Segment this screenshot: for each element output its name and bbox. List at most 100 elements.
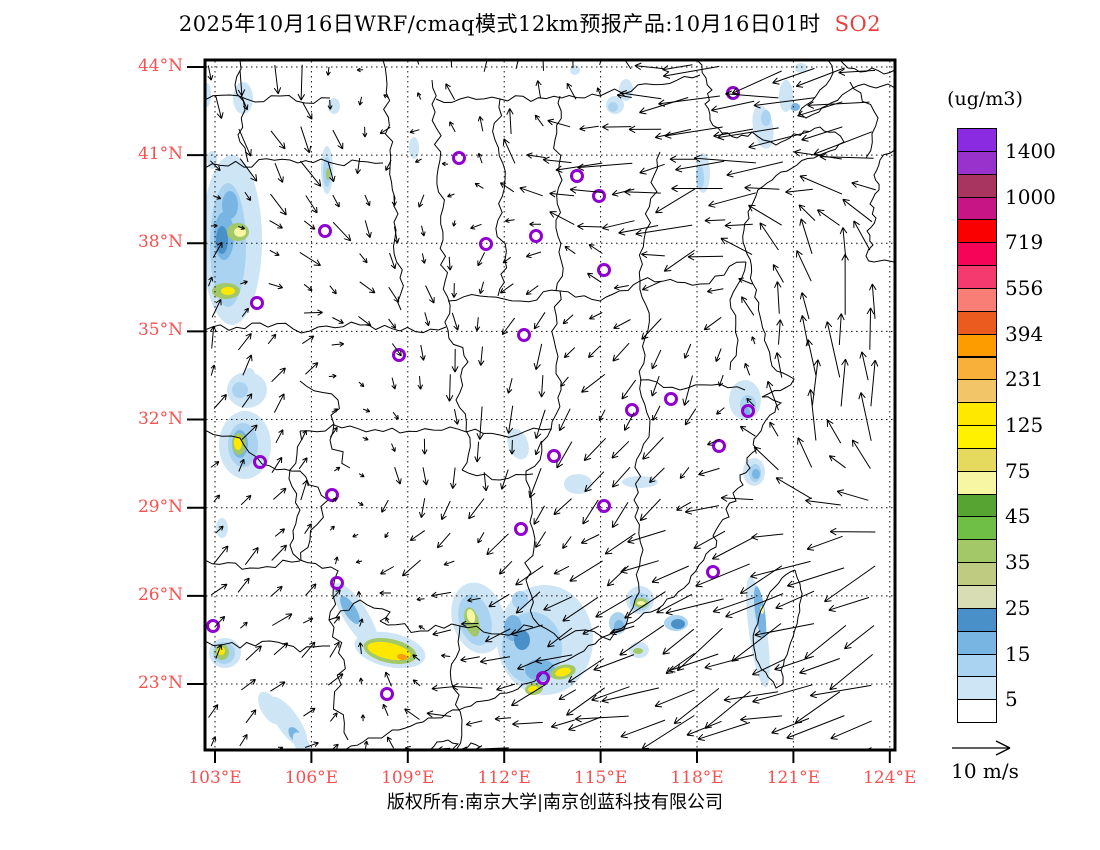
lat-label: 44°N bbox=[137, 56, 183, 76]
so2-patch bbox=[671, 619, 685, 629]
so2-patch bbox=[466, 609, 476, 623]
map-boundary bbox=[382, 61, 404, 311]
legend-box bbox=[957, 219, 997, 244]
lon-label: 109°E bbox=[381, 768, 435, 788]
station-marker bbox=[570, 169, 584, 183]
legend-box bbox=[957, 562, 997, 586]
so2-patch bbox=[614, 620, 624, 632]
map-boundary bbox=[234, 61, 249, 163]
legend-value: 75 bbox=[1005, 458, 1031, 483]
legend-value: 394 bbox=[1005, 321, 1044, 346]
map-boundary bbox=[379, 620, 534, 636]
legend-box bbox=[957, 607, 997, 632]
map-boundary bbox=[492, 98, 508, 297]
station-marker bbox=[536, 671, 550, 685]
map-boundary bbox=[639, 379, 746, 391]
so2-patch bbox=[761, 110, 771, 126]
map-boundary bbox=[524, 428, 552, 619]
legend-box bbox=[957, 516, 997, 541]
title-text: 2025年10月16日WRF/cmaq模式12km预报产品:10月16日01时 bbox=[178, 12, 821, 36]
so2-patch bbox=[637, 601, 645, 605]
map-boundary bbox=[206, 429, 263, 465]
legend-box bbox=[957, 653, 997, 678]
map-boundary bbox=[865, 150, 894, 263]
so2-patch bbox=[752, 469, 760, 479]
legend-box bbox=[957, 265, 997, 289]
so2-patch bbox=[514, 630, 530, 650]
station-marker bbox=[706, 565, 720, 579]
station-marker bbox=[529, 229, 543, 243]
tick-layer bbox=[187, 66, 891, 763]
so2-patch bbox=[340, 596, 360, 624]
so2-patch bbox=[760, 606, 764, 614]
so2-patch bbox=[608, 102, 618, 112]
map-boundary bbox=[626, 451, 644, 623]
map-boundary bbox=[206, 158, 384, 168]
legend-value: 556 bbox=[1005, 275, 1044, 300]
so2-patch bbox=[222, 191, 238, 219]
legend-box bbox=[957, 539, 997, 564]
lat-label: 26°N bbox=[137, 584, 183, 605]
map-boundary bbox=[447, 329, 471, 471]
so2-patch bbox=[555, 667, 571, 677]
station-marker bbox=[250, 296, 264, 310]
station-marker bbox=[325, 488, 339, 502]
map-boundary bbox=[550, 290, 562, 431]
station-marker bbox=[380, 687, 394, 701]
station-marker bbox=[206, 619, 220, 633]
so2-patch bbox=[397, 653, 407, 661]
station-marker bbox=[741, 404, 755, 418]
legend-value: 35 bbox=[1005, 550, 1031, 575]
so2-patch bbox=[328, 98, 340, 114]
map-boundary bbox=[431, 79, 451, 331]
legend-box bbox=[957, 242, 997, 267]
lon-label: 115°E bbox=[573, 768, 628, 788]
page-title: 2025年10月16日WRF/cmaq模式12km预报产品:10月16日01时 S… bbox=[0, 8, 1060, 38]
station-marker bbox=[479, 237, 493, 251]
map-boundary bbox=[206, 321, 447, 334]
map-boundary bbox=[752, 569, 803, 689]
map-boundary bbox=[288, 430, 303, 561]
station-marker bbox=[392, 348, 406, 362]
legend-value: 25 bbox=[1005, 595, 1031, 620]
map-boundary bbox=[461, 469, 534, 481]
so2-patch bbox=[409, 137, 419, 159]
station-marker bbox=[517, 328, 531, 342]
so2-patch bbox=[258, 691, 282, 725]
map-boundary bbox=[206, 559, 301, 570]
so2-patch bbox=[232, 382, 248, 398]
legend-value: 45 bbox=[1005, 504, 1031, 529]
legend-box bbox=[957, 402, 997, 427]
map-boundary bbox=[553, 95, 564, 292]
station-marker bbox=[664, 392, 678, 406]
legend-box bbox=[957, 585, 997, 609]
lat-label: 32°N bbox=[137, 408, 183, 429]
station-marker bbox=[597, 263, 611, 277]
map-boundary bbox=[299, 380, 351, 469]
lat-label: 35°N bbox=[137, 320, 183, 341]
station-marker bbox=[592, 189, 606, 203]
map-boundary bbox=[638, 280, 651, 453]
legend-box bbox=[957, 425, 997, 449]
copyright-text: 版权所有:南京大学|南京创蓝科技有限公司 bbox=[386, 792, 724, 813]
so2-patch bbox=[221, 287, 235, 295]
legend-unit: (ug/m3) bbox=[947, 88, 1023, 110]
legend-value: 125 bbox=[1005, 413, 1044, 438]
legend-box bbox=[957, 287, 997, 312]
wind-arrow-layer bbox=[207, 61, 879, 749]
legend-box bbox=[957, 333, 997, 358]
legend-value: 719 bbox=[1005, 230, 1044, 255]
map-boundary bbox=[206, 640, 330, 653]
station-marker bbox=[330, 576, 344, 590]
legend-box bbox=[957, 630, 997, 655]
map-boundary bbox=[343, 61, 845, 749]
so2-patch bbox=[206, 83, 211, 107]
map-boundary bbox=[430, 739, 460, 749]
so2-patch bbox=[633, 648, 643, 654]
so2-patch bbox=[795, 63, 807, 73]
legend-box bbox=[957, 196, 997, 221]
station-marker bbox=[712, 439, 726, 453]
so2-patch bbox=[564, 474, 592, 494]
map-boundary bbox=[299, 424, 552, 438]
